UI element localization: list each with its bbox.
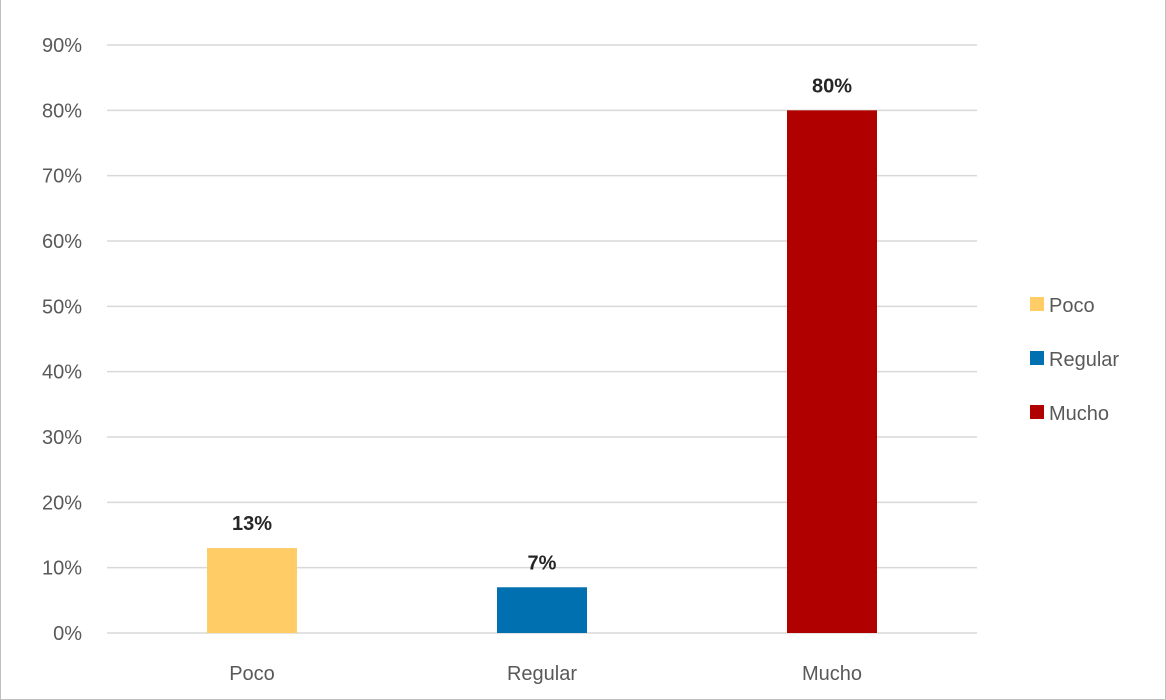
legend: Poco Regular Mucho: [1030, 295, 1119, 425]
y-tick-label: 30%: [42, 427, 82, 449]
data-label-regular: 7%: [528, 552, 557, 574]
y-tick-label: 90%: [42, 35, 82, 57]
legend-item-mucho: Mucho: [1030, 403, 1109, 425]
y-tick-label: 0%: [53, 623, 82, 645]
legend-label: Mucho: [1049, 403, 1109, 425]
y-tick-label: 70%: [42, 166, 82, 188]
legend-label: Regular: [1049, 349, 1119, 371]
legend-swatch: [1030, 351, 1044, 365]
data-label-poco: 13%: [232, 513, 272, 535]
bar-mucho: [787, 110, 877, 634]
bar-regular: [497, 587, 587, 633]
y-tick-label: 40%: [42, 362, 82, 384]
data-labels: 13% 7% 80%: [232, 75, 852, 574]
bar-poco: [207, 548, 297, 633]
y-axis-tick-labels: 0% 10% 20% 30% 40% 50% 60% 70% 80% 90%: [42, 35, 82, 645]
y-tick-label: 10%: [42, 558, 82, 580]
y-tick-label: 60%: [42, 231, 82, 253]
legend-item-regular: Regular: [1030, 349, 1119, 371]
x-axis-tick-labels: Poco Regular Mucho: [229, 663, 862, 685]
legend-swatch: [1030, 405, 1044, 419]
y-tick-label: 80%: [42, 100, 82, 122]
x-tick-label-poco: Poco: [229, 663, 275, 685]
data-label-mucho: 80%: [812, 75, 852, 97]
legend-item-poco: Poco: [1030, 295, 1095, 317]
x-tick-label-regular: Regular: [507, 663, 577, 685]
y-tick-label: 50%: [42, 296, 82, 318]
x-tick-label-mucho: Mucho: [802, 663, 862, 685]
legend-swatch: [1030, 297, 1044, 311]
y-tick-label: 20%: [42, 492, 82, 514]
legend-label: Poco: [1049, 295, 1095, 317]
bars: [207, 110, 877, 634]
